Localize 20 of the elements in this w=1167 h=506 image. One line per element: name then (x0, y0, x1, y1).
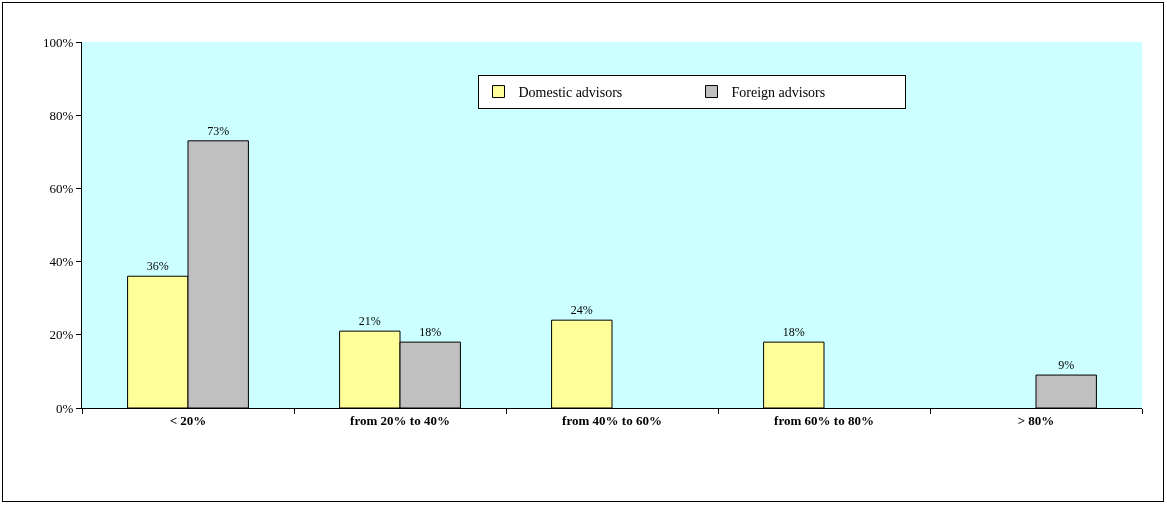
y-tick-label: 40% (49, 254, 74, 270)
y-tick-label: 60% (49, 180, 74, 196)
data-label: 36% (146, 259, 169, 274)
data-label: 21% (358, 314, 381, 329)
data-label: 18% (419, 325, 442, 340)
legend-label: Domestic advisors (518, 85, 623, 100)
x-tick-label: from 20% to 40% (350, 412, 450, 428)
x-tick-label: > 80% (1017, 412, 1055, 428)
y-tick-label: 0% (56, 400, 74, 416)
data-label: 73% (207, 123, 230, 138)
x-tick-label: from 40% to 60% (562, 412, 662, 428)
legend-label: Foreign advisors (731, 85, 826, 100)
y-tick-label: 80% (49, 107, 74, 123)
y-tick-label: 20% (49, 327, 74, 343)
data-label: 24% (570, 303, 593, 318)
x-tick-label: < 20% (169, 412, 207, 428)
data-label: 9% (1058, 358, 1075, 373)
x-tick-label: from 60% to 80% (774, 412, 874, 428)
y-tick-label: 100% (43, 34, 74, 50)
data-label: 18% (782, 325, 805, 340)
